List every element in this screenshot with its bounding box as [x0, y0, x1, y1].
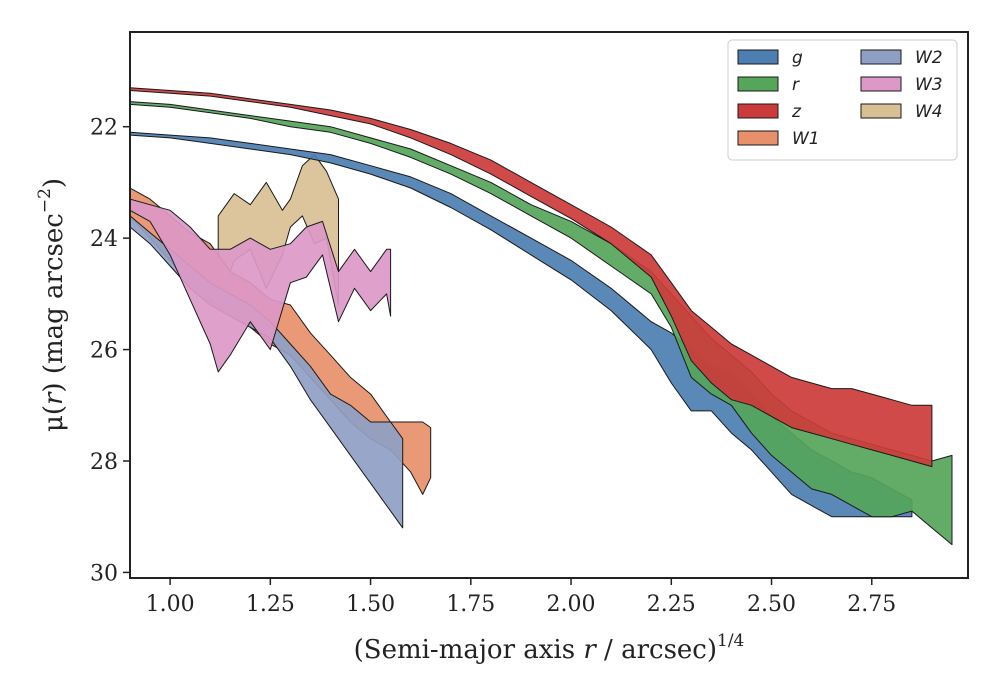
x-tick-label: 1.75	[446, 592, 495, 617]
legend-label-w2: W2	[915, 48, 943, 68]
x-tick-label: 2.25	[647, 592, 696, 617]
legend-swatch-z	[737, 103, 779, 119]
profile-bands	[130, 87, 953, 546]
y-tick-label: 30	[90, 561, 118, 586]
y-tick-label: 24	[90, 227, 118, 252]
x-tick-label: 1.00	[146, 592, 195, 617]
legend-label-r: r	[792, 75, 800, 95]
legend-swatch-w1	[737, 130, 779, 146]
legend-swatch-g	[737, 49, 779, 65]
legend-label-z: z	[791, 102, 802, 122]
legend-swatch-w3	[860, 76, 902, 92]
x-tick-label: 1.25	[246, 592, 295, 617]
y-tick-label: 22	[90, 116, 118, 141]
legend-label-g: g	[792, 48, 803, 68]
x-axis-label: (Semi-major axis r / arcsec)1/4	[354, 631, 745, 665]
y-axis-label: μ(r) (mag arcsec−2)	[35, 178, 69, 432]
legend: grz W1 W2 W3 W4	[727, 39, 958, 161]
y-tick-label: 28	[90, 450, 118, 475]
legend-swatch-r	[737, 76, 779, 92]
legend-swatch-w2	[860, 49, 902, 65]
x-tick-label: 1.50	[346, 592, 395, 617]
legend-label-w3: W3	[915, 75, 943, 95]
x-tick-label: 2.50	[747, 592, 796, 617]
band-w3	[130, 198, 392, 373]
plot-frame	[129, 31, 969, 579]
legend-box	[727, 39, 958, 161]
band-r	[130, 101, 953, 546]
y-tick-label: 26	[90, 339, 118, 364]
x-tick-label: 2.75	[847, 592, 896, 617]
legend-label-w1: W1	[792, 129, 820, 149]
legend-label-w4: W4	[915, 102, 943, 122]
band-z	[130, 87, 933, 468]
legend-swatch-w4	[860, 103, 902, 119]
axis-ticks: 1.00 1.25 1.50 1.75 2.00 2.25 2.50 2.75 22 24 26 28…	[90, 116, 896, 617]
x-tick-label: 2.00	[547, 592, 596, 617]
